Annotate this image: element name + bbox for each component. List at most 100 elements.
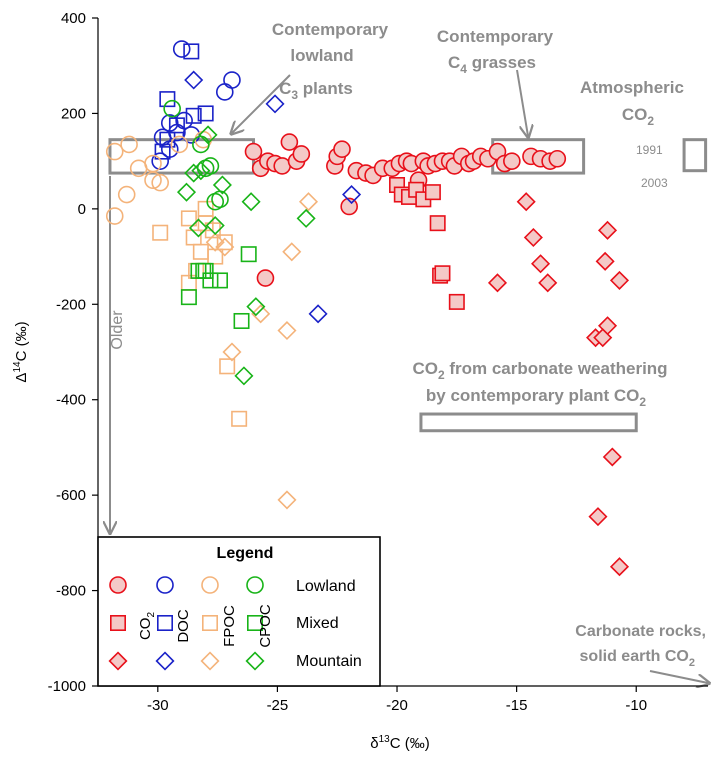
y-tick-label: -1000	[48, 678, 86, 695]
co2-mixed-point	[429, 215, 446, 232]
co2-lowland-point	[244, 142, 263, 161]
carbonate-rocks-line2: solid earth CO2	[580, 648, 695, 669]
fpoc-lowland-point	[170, 135, 189, 154]
arrow-c4-grasses	[516, 69, 528, 136]
co2-mountain-point	[593, 328, 613, 348]
atmospheric-line2: CO2	[622, 105, 655, 128]
cpoc-mixed-point	[180, 289, 197, 306]
y-tick-label: -800	[56, 583, 86, 600]
y-ticks: 400 200 0 -200 -400 -600 -800 -1000	[48, 10, 98, 695]
x-tick-label: -25	[267, 697, 289, 714]
legend-markers	[108, 576, 265, 671]
co2-mountain-point	[487, 273, 508, 293]
co2-mixed-point	[424, 184, 441, 201]
fpoc-mountain-point	[298, 192, 319, 212]
legend-doc-lowland-marker	[156, 576, 174, 594]
doc-mixed-point	[159, 91, 176, 108]
co2-mixed-point	[434, 265, 451, 282]
co2-mountain-point	[516, 192, 536, 212]
fpoc-mixed-point	[216, 234, 233, 251]
cpoc-lowland-point	[163, 99, 181, 118]
co2-lowland-point	[280, 133, 299, 151]
legend-col-co2: CO2	[137, 612, 157, 641]
legend-row-mixed: Mixed	[296, 615, 339, 632]
doc-lowland-point	[151, 152, 169, 170]
fpoc-mixed-point	[231, 410, 248, 427]
legend: Legend Lowland Mixed Mountain CO2 DOC FP…	[97, 536, 381, 687]
legend-doc-mixed-marker	[157, 614, 174, 631]
doc-mixed-point	[154, 143, 171, 160]
fpoc-mixed-point	[152, 224, 169, 241]
co2-mountain-point	[523, 227, 543, 248]
co2-mountain-point	[538, 273, 558, 293]
fpoc-lowland-point	[151, 173, 169, 192]
cpoc-mountain-point	[234, 366, 254, 386]
cpoc-mountain-point	[205, 216, 225, 236]
annotation-carbonate-rocks: Carbonate rocks, solid earth CO2	[575, 623, 706, 669]
x-tick-label: -15	[506, 697, 528, 714]
data-points	[105, 40, 630, 577]
cpoc-mountain-point	[241, 192, 261, 212]
legend-cpoc-lowland-marker	[246, 576, 264, 594]
carbonate-weathering-line2: by contemporary plant CO2	[426, 386, 646, 409]
c4-grasses-line1: Contemporary	[437, 27, 554, 46]
carbonate-rocks-line1: Carbonate rocks,	[575, 623, 706, 640]
fpoc-mountain-point	[215, 237, 235, 257]
cpoc-lowland-point	[201, 157, 220, 175]
annotation-box-atmospheric	[682, 138, 708, 173]
annotation-box-lowland-c3	[108, 138, 255, 175]
cpoc-lowland-point	[211, 190, 229, 209]
co2-lowland-point	[292, 145, 311, 163]
carbonate-weathering-line1: CO2 from carbonate weathering	[412, 359, 667, 382]
x-axis-label: δ13C (‰)	[370, 734, 429, 752]
co2-mountain-point	[588, 507, 608, 527]
co2-lowland-point	[333, 140, 351, 159]
fpoc-mountain-point	[251, 304, 271, 324]
fpoc-lowland-point	[105, 207, 124, 225]
cpoc-mixed-point	[212, 272, 229, 289]
cpoc-mountain-point	[296, 208, 316, 228]
legend-fpoc-mixed-marker	[202, 614, 219, 631]
legend-row-mountain: Mountain	[296, 653, 362, 670]
doc-mountain-point	[265, 94, 285, 114]
cpoc-mountain-point	[198, 125, 218, 145]
annotation-older: Older	[109, 310, 126, 350]
legend-fpoc-lowland-marker	[201, 576, 219, 594]
doc-lowland-point	[215, 83, 234, 101]
atmospheric-year-1991: 1991	[636, 143, 663, 157]
legend-co2-mixed-marker	[110, 614, 127, 631]
legend-co2-mountain-marker	[108, 651, 128, 671]
doc-mixed-point	[183, 43, 200, 60]
x-tick-label: -10	[625, 697, 647, 714]
fpoc-lowland-point	[105, 142, 124, 161]
fpoc-mixed-point	[219, 358, 236, 375]
co2-lowland-point	[503, 152, 521, 170]
fpoc-mountain-point	[282, 242, 302, 262]
fpoc-lowland-point	[117, 185, 136, 204]
cpoc-mixed-point	[190, 262, 207, 279]
atmospheric-line1: Atmospheric	[580, 78, 684, 97]
co2-mountain-point	[609, 270, 630, 290]
co2-mountain-point	[609, 557, 630, 577]
y-tick-label: -600	[56, 487, 86, 504]
arrow-lowland-c3	[232, 74, 291, 133]
legend-doc-mountain-marker	[155, 651, 175, 671]
cpoc-mixed-point	[240, 246, 257, 263]
cpoc-mountain-point	[246, 297, 266, 317]
doc-mountain-point	[184, 70, 204, 90]
doc-mixed-point	[197, 105, 214, 122]
annotation-atmospheric: Atmospheric CO2	[580, 78, 684, 128]
legend-col-cpoc: CPOC	[257, 604, 274, 648]
co2-lowland-point	[340, 197, 358, 216]
fpoc-mountain-point	[205, 232, 225, 252]
cpoc-mountain-point	[212, 175, 232, 195]
doc-mixed-point	[159, 131, 176, 148]
cpoc-mixed-point	[202, 272, 219, 289]
legend-co2-lowland-marker	[109, 576, 127, 594]
co2-mixed-point	[448, 293, 465, 310]
fpoc-mixed-point	[180, 210, 197, 227]
legend-col-fpoc: FPOC	[221, 605, 238, 647]
fpoc-mountain-point	[277, 320, 297, 341]
annotation-lowland-c3: Contemporary lowland C3 plants	[272, 20, 389, 102]
